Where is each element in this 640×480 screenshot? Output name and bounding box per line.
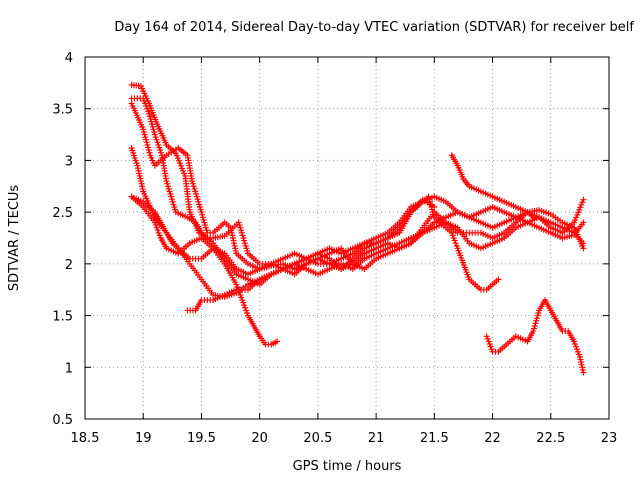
chart-title: Day 164 of 2014, Sidereal Day-to-day VTE… [114,20,634,35]
y-tick-label: 2 [65,258,73,273]
x-tick-label: 23 [601,431,618,446]
plot-border [84,56,610,420]
x-tick-label: 21 [368,431,385,446]
data-series-layer [128,81,587,376]
series-track-h [448,152,537,221]
x-tick-label: 20.5 [303,431,332,446]
x-tick-label: 22 [484,431,501,446]
y-tick-label: 1.5 [52,310,73,325]
x-tick-label: 19 [135,431,152,446]
y-tick-label: 2.5 [52,206,73,221]
series-track-g [184,219,587,314]
y-tick-label: 0.5 [52,413,73,428]
x-tick-label: 21.5 [420,431,449,446]
x-tick-label: 19.5 [187,431,216,446]
axis-ticks [84,56,610,420]
x-tick-label: 22.5 [536,431,565,446]
y-tick-label: 3 [65,154,73,169]
y-tick-label: 3.5 [52,103,73,118]
x-tick-label: 18.5 [71,431,100,446]
series-markers-track-h [448,152,537,221]
x-tick-label: 20 [251,431,268,446]
series-markers-track-g [184,219,587,314]
y-axis-label: SDTVAR / TECUs [7,185,22,292]
series-markers-track-i [483,297,587,376]
x-axis-label: GPS time / hours [293,459,402,474]
y-tick-label: 1 [65,361,73,376]
y-tick-label: 4 [65,51,73,66]
series-track-i [483,297,587,376]
